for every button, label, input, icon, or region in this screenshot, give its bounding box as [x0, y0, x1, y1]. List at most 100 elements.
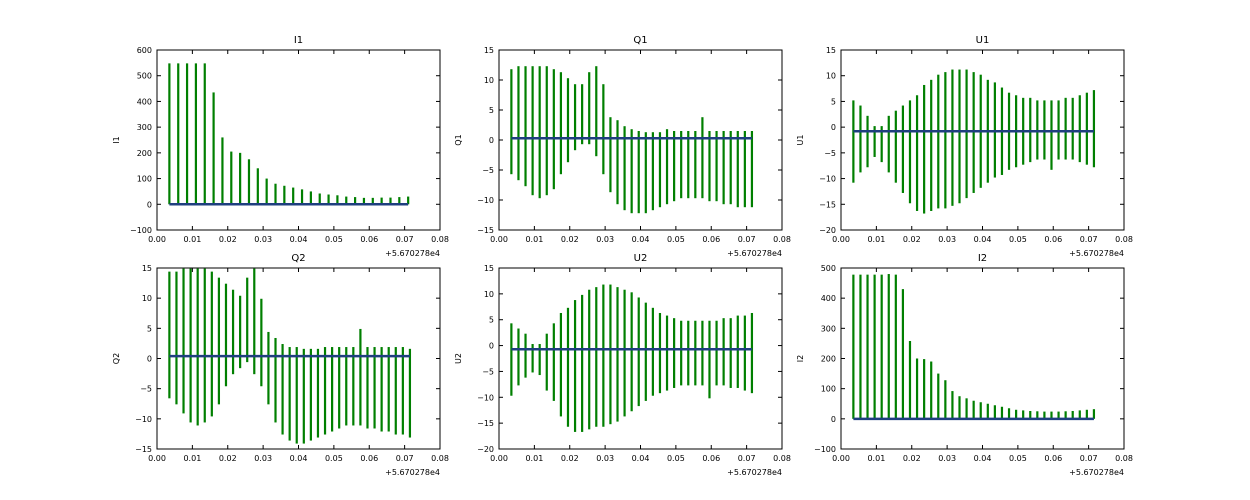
error-bar	[1092, 409, 1096, 419]
error-bar	[680, 320, 683, 386]
error-bar	[722, 131, 725, 205]
error-bar	[951, 391, 954, 419]
error-bar	[274, 183, 277, 205]
error-bar	[230, 151, 233, 205]
x-tick-label: 0.04	[974, 235, 992, 244]
error-bar	[894, 274, 897, 419]
error-bar	[288, 347, 291, 441]
chart-panel-Q1: Q1 Q1 0.00 0.01 0.02 0.03 0.04 0.05 0.06 0.07 0.08…	[454, 35, 791, 258]
error-bar	[1078, 95, 1081, 163]
error-bar	[246, 277, 249, 363]
y-tick-label: 10	[142, 294, 152, 303]
x-tick-label: 0.05	[1009, 235, 1027, 244]
y-axis-label: U2	[454, 353, 463, 364]
error-bar	[722, 318, 725, 386]
error-bar	[359, 328, 362, 426]
error-bar	[637, 131, 640, 214]
error-bar	[1064, 411, 1067, 419]
x-tick-label: 0.06	[1044, 454, 1062, 463]
error-bar	[545, 333, 548, 391]
x-tick-label: 0.03	[596, 454, 614, 463]
y-tick-label: 15	[826, 46, 836, 55]
error-bar	[687, 131, 690, 199]
x-tick-label: 0.01	[867, 235, 885, 244]
y-tick-label: 200	[821, 355, 836, 364]
chart-panel-I1: I1 I1 0.00 0.01 0.02 0.03 0.04 0.05 0.06 0.07 0.08…	[112, 35, 449, 258]
error-bar	[965, 69, 968, 199]
error-bar	[354, 197, 357, 205]
x-offset-label: +5.670278e4	[385, 249, 440, 258]
chart-title: U2	[634, 253, 648, 264]
y-tick-label: 15	[142, 264, 152, 273]
x-tick-label: 0.08	[1115, 454, 1133, 463]
error-bar	[852, 274, 855, 419]
x-tick-label: 0.07	[1080, 454, 1098, 463]
error-bar	[658, 132, 662, 208]
x-tick-label: 0.04	[632, 235, 650, 244]
y-tick-label: 0	[831, 123, 836, 132]
error-bar	[1092, 90, 1096, 168]
error-bar	[923, 359, 926, 419]
x-tick-label: 0.01	[525, 235, 543, 244]
x-tick-label: 0.05	[325, 235, 343, 244]
x-tick-label: 0.01	[867, 454, 885, 463]
error-bar	[524, 333, 527, 378]
error-bar	[915, 358, 919, 419]
error-bar	[194, 63, 198, 205]
y-tick-label: −100	[130, 226, 152, 235]
error-bar	[701, 117, 704, 199]
x-tick-label: 0.06	[702, 235, 720, 244]
chart-panel-U2: U2 U2 0.00 0.01 0.02 0.03 0.04 0.05 0.06 0.07 0.08…	[454, 253, 791, 477]
y-tick-label: −10	[477, 393, 494, 402]
error-bar	[177, 63, 180, 205]
y-tick-label: −5	[824, 149, 836, 158]
y-tick-label: −5	[140, 385, 152, 394]
error-bar	[1057, 411, 1060, 419]
error-bar	[531, 344, 534, 373]
x-tick-label: 0.03	[938, 454, 956, 463]
error-bar	[736, 131, 739, 208]
error-bar	[1043, 411, 1046, 419]
error-bar	[743, 131, 746, 208]
x-tick-label: 0.07	[396, 235, 414, 244]
error-bar	[750, 312, 754, 394]
x-tick-label: 0.04	[632, 454, 650, 463]
error-bar	[915, 95, 919, 211]
error-bar	[345, 196, 348, 205]
error-bar	[175, 271, 178, 405]
chart-panel-I2: I2 I2 0.00 0.01 0.02 0.03 0.04 0.05 0.06 0.07 0.08…	[796, 253, 1133, 477]
y-axis-label: Q1	[454, 134, 463, 145]
error-bar	[281, 344, 284, 435]
error-bar	[401, 347, 404, 435]
error-bar	[581, 84, 584, 145]
error-bar	[1036, 411, 1039, 419]
x-tick-label: 0.02	[219, 454, 237, 463]
error-bar	[168, 271, 171, 399]
y-tick-label: 500	[821, 264, 836, 273]
x-tick-label: 0.07	[738, 235, 756, 244]
error-bar	[566, 307, 570, 427]
error-bar	[1050, 100, 1053, 170]
error-bar	[894, 110, 897, 183]
y-tick-label: 15	[484, 264, 494, 273]
error-bar	[203, 268, 206, 423]
error-bar	[256, 168, 259, 205]
y-tick-label: −10	[477, 196, 494, 205]
error-bar	[944, 380, 947, 419]
y-tick-label: 100	[137, 175, 152, 184]
error-bar	[336, 195, 339, 205]
error-bar	[887, 274, 890, 419]
error-bar	[581, 294, 584, 432]
error-bar	[609, 117, 612, 193]
error-bar	[573, 84, 577, 151]
error-bar	[517, 328, 520, 386]
error-bar	[267, 331, 270, 405]
y-tick-label: 15	[484, 46, 494, 55]
error-bar	[212, 92, 215, 205]
error-bar	[338, 347, 341, 429]
error-bar	[327, 194, 330, 205]
error-bar	[930, 361, 933, 419]
error-bar	[352, 347, 355, 426]
chart-title: I2	[978, 253, 987, 264]
chart-panel-Q2: Q2 Q2 0.00 0.01 0.02 0.03 0.04 0.05 0.06 0.07 0.08…	[112, 253, 449, 477]
